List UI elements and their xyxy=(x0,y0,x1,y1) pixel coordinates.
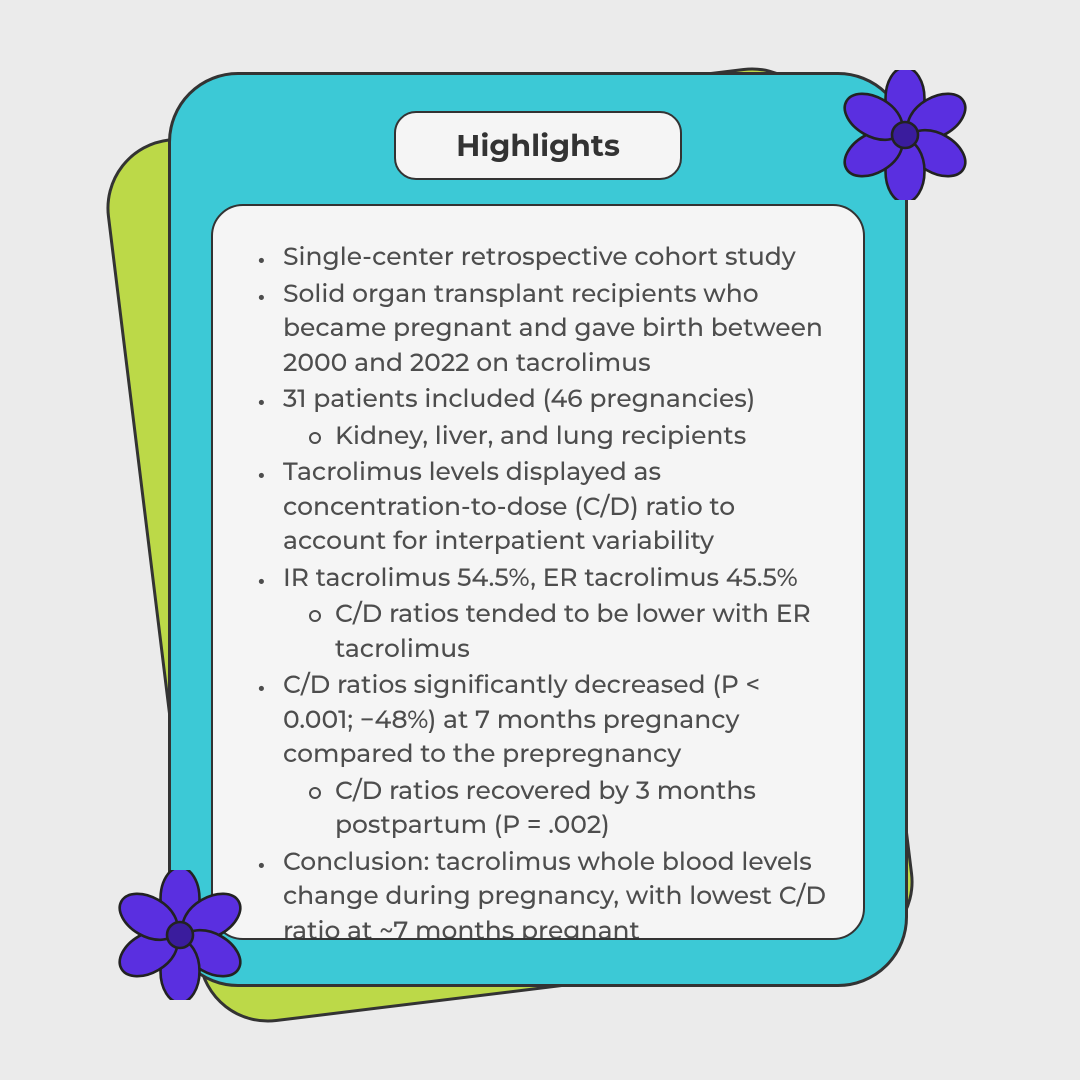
list-item: IR tacrolimus 54.5%, ER tacrolimus 45.5%… xyxy=(257,561,829,667)
title-text: Highlights xyxy=(456,127,620,164)
list-item: Tacrolimus levels displayed as concentra… xyxy=(257,455,829,559)
list-item: C/D ratios recovered by 3 months postpar… xyxy=(283,774,829,843)
flower-icon xyxy=(115,870,245,1000)
list-item: Conclusion: tacrolimus whole blood level… xyxy=(257,845,829,941)
list-item: Single-center retrospective cohort study xyxy=(257,240,829,275)
bullet-list: Single-center retrospective cohort study… xyxy=(257,240,829,940)
front-card: Highlights Single-center retrospective c… xyxy=(168,72,908,987)
list-item: C/D ratios significantly decreased (P < … xyxy=(257,668,829,843)
list-item: Kidney, liver, and lung recipients xyxy=(283,419,829,454)
sub-list: C/D ratios recovered by 3 months postpar… xyxy=(283,774,829,843)
sub-list: Kidney, liver, and lung recipients xyxy=(283,419,829,454)
content-box: Single-center retrospective cohort study… xyxy=(211,204,865,940)
list-item: Solid organ transplant recipients who be… xyxy=(257,277,829,381)
sub-list: C/D ratios tended to be lower with ER ta… xyxy=(283,597,829,666)
list-item: 31 patients included (46 pregnancies)Kid… xyxy=(257,382,829,453)
title-pill: Highlights xyxy=(394,111,682,180)
flower-icon xyxy=(840,70,970,200)
list-item: C/D ratios tended to be lower with ER ta… xyxy=(283,597,829,666)
stage: Highlights Single-center retrospective c… xyxy=(130,50,950,1030)
